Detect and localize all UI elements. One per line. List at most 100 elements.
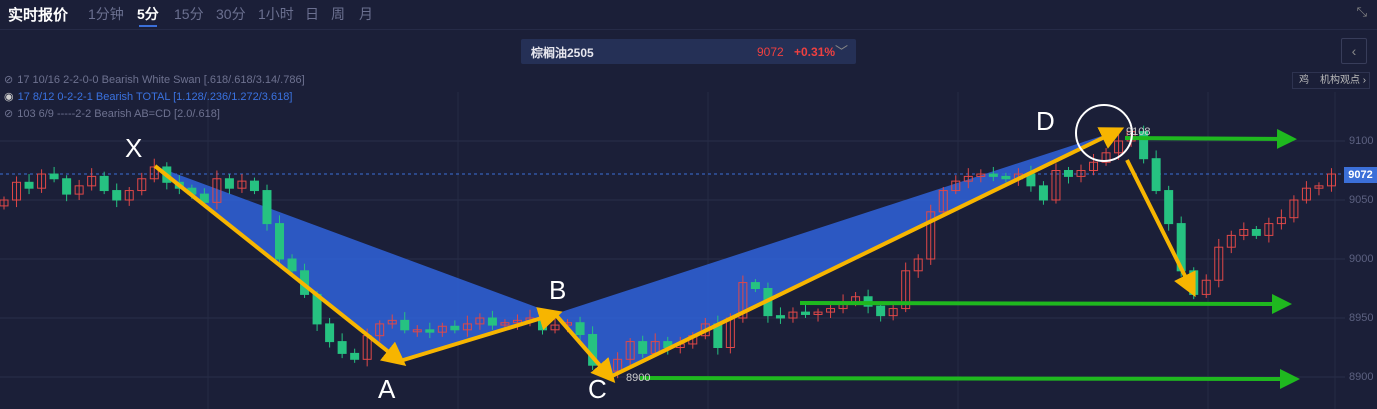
candle-up	[375, 323, 385, 337]
point-c-label: C	[588, 374, 607, 404]
y-tick: 8950	[1349, 312, 1374, 324]
target-arrow	[1124, 128, 1297, 149]
candle-up	[1076, 170, 1086, 177]
candle-up	[1089, 161, 1099, 172]
indicator-abcd[interactable]: ⊘ 103 6/9 -----2-2 Bearish AB=CD [2.0/.61…	[4, 107, 220, 120]
candle-up	[1226, 234, 1236, 248]
candle-up	[926, 211, 936, 260]
harmonic-xab-fill	[155, 166, 555, 361]
tab-week[interactable]: 周	[331, 6, 345, 22]
candle-up	[738, 282, 748, 319]
tab-5min[interactable]: 5分	[137, 6, 159, 27]
candle-down	[487, 317, 497, 326]
candle-up	[1101, 152, 1111, 163]
tab-15min[interactable]: 15分	[174, 6, 204, 22]
candle-down	[62, 178, 72, 195]
y-tick: 9100	[1349, 135, 1374, 147]
app-title: 实时报价	[8, 7, 69, 24]
highlight-circle	[1075, 104, 1133, 162]
candle-down	[199, 193, 209, 203]
views-icon: 鸡	[1299, 75, 1309, 86]
candle-up	[0, 199, 9, 207]
eye-off-icon[interactable]: ⊘	[4, 108, 14, 120]
chevron-down-icon: ﹀	[835, 44, 849, 59]
candle-down	[1038, 185, 1048, 201]
candle-up	[888, 308, 898, 317]
indicator-white-swan[interactable]: ⊘ 17 10/16 2-2-0-0 Bearish White Swan [.6…	[4, 73, 305, 86]
candle-down	[224, 178, 234, 189]
candle-up	[512, 319, 522, 324]
candle-down	[287, 258, 297, 272]
y-tick: 8900	[1349, 371, 1374, 383]
projection-arrow	[1125, 159, 1196, 298]
symbol-selector[interactable]: 棕榈油2505 9072 +0.31% ﹀	[521, 39, 856, 64]
candle-up	[1314, 185, 1324, 189]
candle-down	[800, 311, 810, 315]
candle-down	[350, 352, 360, 360]
candle-up	[1276, 217, 1286, 225]
eye-icon[interactable]: ◉	[4, 91, 14, 103]
leg-arrow-xa	[153, 164, 407, 366]
candle-down	[638, 341, 648, 354]
candle-up	[938, 190, 948, 213]
candle-down	[49, 173, 59, 180]
candle-up	[1214, 246, 1224, 281]
tab-day[interactable]: 日	[305, 6, 319, 22]
indicator-text: 103 6/9 -----2-2 Bearish AB=CD [2.0/.618…	[17, 108, 220, 120]
candle-up	[87, 175, 97, 187]
tab-month[interactable]: 月	[359, 6, 373, 22]
point-d-label: D	[1036, 106, 1055, 136]
candle-up	[1201, 279, 1211, 295]
candle-up	[1289, 199, 1299, 219]
candle-up	[412, 329, 422, 333]
symbol-change: +0.31%	[794, 45, 836, 59]
symbol-name: 棕榈油2505	[531, 46, 594, 60]
candle-up	[124, 190, 134, 201]
leg-arrow-cd	[609, 127, 1125, 379]
candle-down	[425, 329, 435, 333]
candle-down	[249, 180, 259, 192]
shrink-icon[interactable]: ⤡	[1356, 4, 1367, 19]
candle-up	[913, 258, 923, 272]
candle-down	[400, 319, 410, 331]
candle-down	[1189, 270, 1199, 295]
low-price-label: 8900	[626, 372, 651, 384]
candle-up	[37, 173, 47, 189]
candle-up	[500, 322, 510, 326]
candle-up	[387, 319, 397, 325]
candle-up	[475, 317, 485, 325]
y-tick: 9000	[1349, 253, 1374, 265]
indicator-total[interactable]: ◉ 17 8/12 0-2-2-1 Bearish TOTAL [1.128/.2…	[4, 90, 292, 103]
tab-1min[interactable]: 1分钟	[88, 6, 124, 22]
eye-off-icon[interactable]: ⊘	[4, 74, 14, 86]
candle-down	[1151, 158, 1161, 192]
high-price-label: 9108	[1126, 126, 1151, 138]
candle-down	[24, 181, 34, 189]
point-a-label: A	[378, 374, 396, 404]
candle-down	[337, 341, 347, 354]
target-arrow	[639, 368, 1300, 389]
candle-down	[988, 173, 998, 177]
candle-up	[1051, 170, 1061, 201]
tab-30min[interactable]: 30分	[216, 6, 246, 22]
candle-down	[262, 190, 272, 225]
current-price-tag: 9072	[1344, 167, 1377, 183]
candle-down	[325, 323, 335, 343]
target-arrow	[799, 293, 1292, 314]
candle-up	[963, 175, 973, 182]
candle-down	[1164, 190, 1174, 225]
indicator-text: 17 8/12 0-2-2-1 Bearish TOTAL [1.128/.23…	[17, 91, 293, 103]
candle-down	[275, 223, 285, 260]
candle-up	[625, 341, 635, 360]
tab-1hour[interactable]: 1小时	[258, 6, 294, 22]
candle-down	[575, 322, 585, 336]
leg-arrow-bc	[553, 312, 616, 384]
institution-views-button[interactable]: 鸡 机构观点 ›	[1292, 72, 1370, 89]
collapse-button[interactable]: ‹	[1341, 38, 1367, 64]
point-b-label: B	[549, 275, 567, 305]
y-tick: 9050	[1349, 194, 1374, 206]
candle-down	[775, 315, 785, 319]
harmonic-bcd-fill	[555, 131, 1117, 377]
candle-up	[901, 270, 911, 310]
